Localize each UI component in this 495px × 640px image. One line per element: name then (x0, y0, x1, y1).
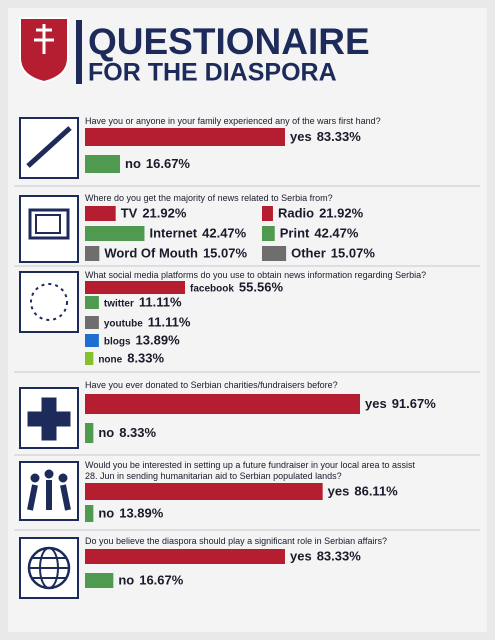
bar-label: yes 86.11% (328, 484, 399, 499)
value-label: 55.56% (239, 280, 284, 295)
bar (85, 246, 100, 261)
question: Have you or anyone in your family experi… (85, 116, 381, 126)
category-label: twitter (104, 298, 134, 309)
question: What social media platforms do you use t… (85, 270, 427, 280)
header-subtitle: FOR THE DIASPORA (88, 59, 337, 87)
value-label: 15.07% (331, 246, 376, 261)
bar-label: Print 42.47% (280, 226, 359, 241)
header-bar (76, 20, 82, 84)
bar-label: Word Of Mouth 15.07% (104, 246, 247, 261)
bar-label: yes 83.33% (290, 549, 361, 564)
bar (85, 505, 94, 522)
bar (85, 128, 285, 146)
value-label: 13.89% (119, 506, 164, 521)
value-label: 21.92% (142, 206, 187, 221)
bar (85, 549, 285, 564)
category-label: yes (290, 549, 312, 564)
value-label: 83.33% (317, 129, 362, 144)
bar-label: blogs 13.89% (104, 333, 180, 348)
bar (262, 206, 273, 221)
value-label: 83.33% (317, 549, 362, 564)
bar-label: Internet 42.47% (149, 226, 246, 241)
bar (85, 423, 94, 443)
bar (85, 206, 116, 221)
bar (85, 281, 186, 294)
bar (85, 155, 121, 173)
bar (262, 246, 287, 261)
question: Would you be interested in setting up a … (85, 460, 416, 481)
question: Have you ever donated to Serbian chariti… (85, 380, 338, 390)
value-label: 8.33% (119, 425, 156, 440)
bar (85, 573, 114, 588)
category-label: no (98, 506, 114, 521)
category-label: Radio (278, 206, 314, 221)
bar-label: Other 15.07% (291, 246, 375, 261)
value-label: 13.89% (136, 333, 181, 348)
category-label: TV (121, 206, 138, 221)
category-label: youtube (104, 318, 143, 329)
logo-cross (34, 24, 54, 54)
category-label: facebook (190, 283, 234, 294)
bar-label: yes 83.33% (290, 129, 361, 144)
bar-label: no 16.67% (118, 573, 183, 588)
category-label: none (98, 354, 122, 365)
value-label: 11.11% (139, 295, 182, 310)
bar-label: no 8.33% (98, 425, 156, 440)
value-label: 91.67% (392, 396, 437, 411)
bar (85, 226, 145, 241)
category-label: yes (290, 129, 312, 144)
category-label: Word Of Mouth (104, 246, 198, 261)
bar-label: no 13.89% (98, 506, 163, 521)
category-label: Other (291, 246, 326, 261)
category-label: Internet (149, 226, 197, 241)
value-label: 11.11% (148, 315, 191, 330)
bar (85, 394, 361, 414)
bar-label: youtube 11.11% (104, 315, 191, 330)
category-label: no (125, 156, 141, 171)
icons (26, 126, 72, 590)
bar-label: facebook 55.56% (190, 280, 283, 295)
separators (14, 185, 480, 531)
value-label: 8.33% (127, 351, 164, 366)
value-label: 42.47% (202, 226, 247, 241)
value-label: 16.67% (139, 573, 184, 588)
bar (85, 296, 99, 309)
category-label: yes (328, 484, 350, 499)
bar (262, 226, 275, 241)
category-label: Print (280, 226, 310, 241)
value-label: 15.07% (203, 246, 248, 261)
category-label: yes (365, 396, 387, 411)
question: Do you believe the diaspora should play … (85, 536, 388, 546)
bar-label: no 16.67% (125, 156, 190, 171)
category-label: no (118, 573, 134, 588)
bar-label: TV 21.92% (121, 206, 187, 221)
bar-label: yes 91.67% (365, 396, 436, 411)
question: Where do you get the majority of news re… (85, 193, 333, 203)
bar (85, 316, 99, 329)
bar-label: none 8.33% (98, 351, 164, 366)
value-label: 86.11% (354, 484, 398, 499)
bar-label: Radio 21.92% (278, 206, 364, 221)
value-label: 21.92% (319, 206, 364, 221)
bar (85, 483, 323, 500)
category-label: blogs (104, 336, 131, 347)
header-title: QUESTIONAIRE (88, 21, 370, 62)
value-label: 16.67% (146, 156, 191, 171)
category-label: no (98, 425, 114, 440)
bar (85, 334, 99, 347)
value-label: 42.47% (314, 226, 359, 241)
bar-label: twitter 11.11% (104, 295, 182, 310)
bar (85, 352, 94, 365)
